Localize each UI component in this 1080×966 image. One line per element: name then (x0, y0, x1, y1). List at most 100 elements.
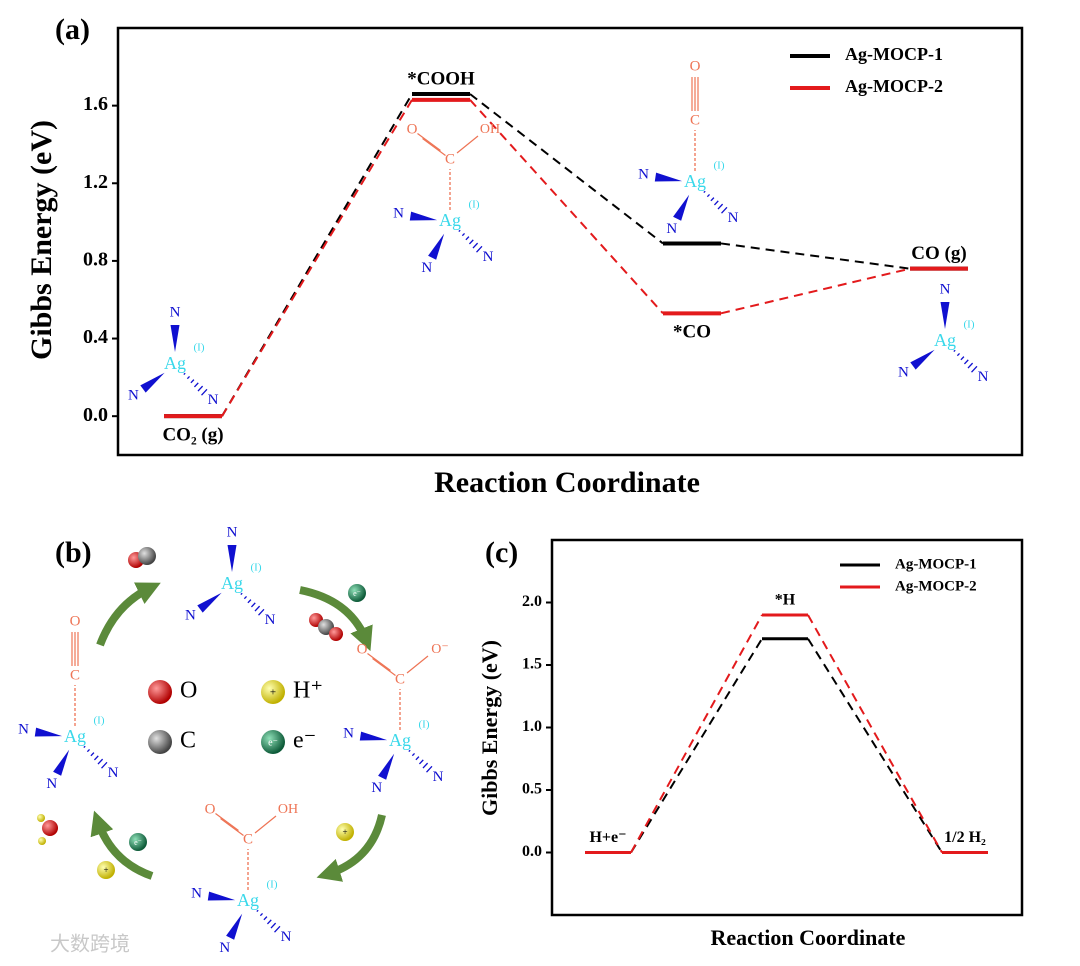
panel-label: (b) (55, 536, 92, 569)
bond (254, 815, 277, 834)
atom-ag: Ag (934, 330, 956, 350)
connector (720, 267, 911, 315)
connector (469, 93, 664, 245)
arrow (96, 582, 161, 647)
atom-sphere (348, 584, 366, 602)
state-label: *H (775, 592, 796, 609)
atom-n: N (191, 886, 202, 902)
oxidation-state: (I) (94, 715, 105, 727)
hash-bond (186, 375, 191, 380)
hash-bond (243, 595, 248, 600)
atom-n: N (433, 769, 444, 785)
hash-bond (458, 229, 461, 233)
hash-bond (468, 239, 474, 245)
y-tick-label: 1.0 (522, 718, 542, 735)
hash-bond (415, 756, 420, 761)
hash-bond (256, 909, 259, 913)
hash-bond (963, 359, 969, 365)
state-label: 1/2 H₂ (944, 829, 986, 846)
bond (367, 653, 391, 671)
bond (417, 133, 441, 151)
legend-label: Ag-MOCP-2 (895, 578, 977, 594)
y-tick-label: 1.2 (83, 171, 108, 193)
atom-n: N (483, 249, 494, 265)
hash-bond (408, 749, 411, 753)
connector (807, 638, 943, 854)
hash-bond (258, 608, 265, 616)
hash-bond (190, 379, 195, 384)
hash-bond (426, 765, 433, 773)
oxidation-state: (I) (419, 719, 430, 731)
atom-sphere (38, 837, 46, 845)
hash-bond (713, 200, 719, 206)
atom-ag: Ag (64, 726, 86, 746)
y-tick-label: 0.5 (522, 781, 542, 798)
atom-o: O (407, 121, 418, 137)
x-axis-label: Reaction Coordinate (711, 925, 906, 950)
state-label: CO (g) (911, 243, 966, 264)
hash-bond (465, 236, 470, 241)
atom-n: N (281, 929, 292, 945)
hash-bond (193, 382, 199, 388)
bond (220, 818, 244, 836)
atom-n: N (421, 260, 432, 276)
atom-ag: Ag (221, 573, 243, 593)
hash-bond (461, 232, 466, 237)
y-axis-label: Gibbs Energy (eV) (477, 640, 502, 816)
hash-bond (240, 592, 243, 596)
y-tick-label: 0.4 (83, 326, 108, 348)
connector (720, 242, 911, 270)
atom-n: N (227, 524, 238, 540)
atom-sphere (129, 833, 147, 851)
hash-bond (411, 752, 416, 757)
atom-sphere (261, 730, 285, 754)
wedge-bond (359, 731, 388, 741)
atom-c: C (243, 831, 253, 847)
wedge-bond (34, 727, 63, 737)
wedge-bond (673, 194, 690, 221)
atom-n: N (170, 304, 181, 320)
atom-n: N (108, 765, 119, 781)
oxidation-state: (I) (267, 879, 278, 891)
connector (630, 638, 763, 854)
legend-label: Ag-MOCP-1 (895, 556, 977, 572)
cycle-arrows (90, 582, 386, 882)
sphere-sign: + (103, 865, 108, 875)
hash-bond (197, 385, 204, 392)
oxidation-state: (I) (469, 199, 480, 211)
legend-label: Ag-MOCP-1 (845, 44, 943, 64)
atom-n: N (128, 388, 139, 404)
connector (807, 614, 943, 853)
hash-bond (86, 748, 91, 753)
state-label: *COOH (407, 68, 475, 89)
atom-o-anion: O⁻ (431, 642, 449, 657)
legend-label: e⁻ (293, 728, 316, 754)
atom-ag: Ag (439, 210, 461, 230)
y-axis-label: Gibbs Energy (eV) (25, 120, 58, 360)
hash-bond (250, 602, 256, 608)
connector (221, 93, 413, 417)
hash-bond (418, 759, 424, 765)
connector (221, 99, 413, 417)
wedge-bond (197, 592, 222, 613)
atom-o: O (357, 641, 368, 657)
hash-bond (472, 242, 479, 249)
atom-n: N (638, 167, 649, 183)
wedge-bond (654, 172, 683, 182)
hash-bond (710, 197, 715, 202)
oxidation-state: (I) (194, 342, 205, 354)
watermark: 大数跨境 (50, 932, 130, 956)
atom-n: N (666, 221, 677, 237)
hash-bond (274, 925, 281, 933)
arrow (299, 586, 373, 652)
wedge-bond (53, 749, 70, 776)
atom-ag: Ag (237, 890, 259, 910)
bond (215, 813, 239, 831)
atom-n: N (46, 776, 57, 792)
panel-label: (a) (55, 13, 90, 46)
hash-bond (201, 388, 208, 396)
atom-o: O (70, 613, 81, 629)
sphere-sign: e⁻ (134, 838, 142, 847)
hash-bond (97, 758, 104, 765)
connector (469, 99, 664, 314)
